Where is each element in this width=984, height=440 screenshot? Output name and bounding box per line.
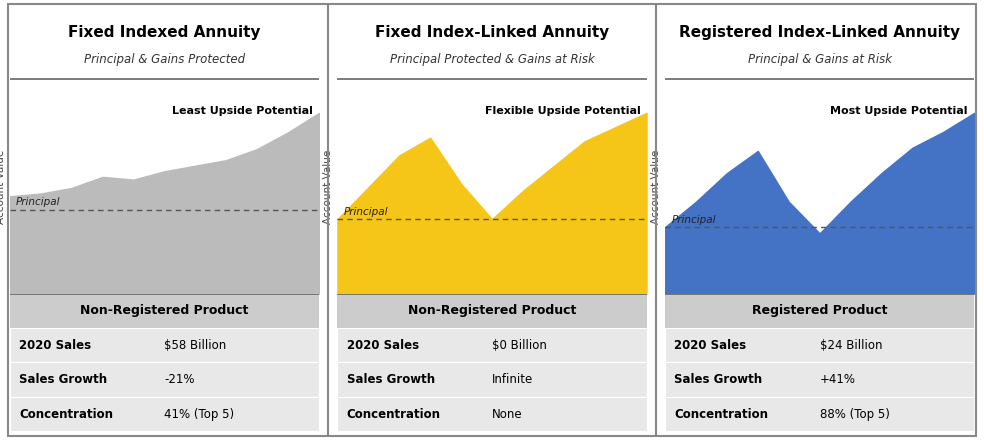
X-axis label: Policy Year: Policy Year	[137, 297, 192, 306]
Bar	[338, 363, 646, 397]
Text: Least Upside Potential: Least Upside Potential	[172, 106, 313, 116]
Text: +41%: +41%	[820, 373, 856, 386]
Y-axis label: Account Value: Account Value	[0, 150, 6, 224]
Text: None: None	[492, 407, 523, 421]
Text: 41% (Top 5): 41% (Top 5)	[164, 407, 234, 421]
Bar	[665, 363, 974, 397]
Text: 2020 Sales: 2020 Sales	[674, 339, 747, 352]
Text: Principal: Principal	[671, 216, 715, 225]
Bar	[10, 328, 319, 363]
Text: Fixed Index-Linked Annuity: Fixed Index-Linked Annuity	[375, 25, 609, 40]
Text: Non-Registered Product: Non-Registered Product	[80, 304, 249, 317]
Text: Concentration: Concentration	[19, 407, 113, 421]
Text: -21%: -21%	[164, 373, 195, 386]
Y-axis label: Account Value: Account Value	[324, 150, 334, 224]
X-axis label: Policy Year: Policy Year	[464, 297, 520, 306]
Bar	[338, 293, 646, 328]
Text: Non-Registered Product: Non-Registered Product	[407, 304, 577, 317]
Text: Fixed Indexed Annuity: Fixed Indexed Annuity	[68, 25, 261, 40]
Text: Principal Protected & Gains at Risk: Principal Protected & Gains at Risk	[390, 53, 594, 66]
Text: Registered Product: Registered Product	[752, 304, 888, 317]
Text: Infinite: Infinite	[492, 373, 533, 386]
Text: Sales Growth: Sales Growth	[346, 373, 435, 386]
Text: Registered Index-Linked Annuity: Registered Index-Linked Annuity	[679, 25, 960, 40]
Text: $58 Billion: $58 Billion	[164, 339, 226, 352]
Text: Sales Growth: Sales Growth	[674, 373, 763, 386]
Y-axis label: Account Value: Account Value	[651, 150, 661, 224]
Bar	[10, 397, 319, 431]
Text: Principal & Gains at Risk: Principal & Gains at Risk	[748, 53, 892, 66]
Bar	[338, 397, 646, 431]
Text: 2020 Sales: 2020 Sales	[19, 339, 92, 352]
Text: $24 Billion: $24 Billion	[820, 339, 882, 352]
Text: Principal: Principal	[16, 198, 61, 207]
Text: Flexible Upside Potential: Flexible Upside Potential	[484, 106, 641, 116]
Text: Concentration: Concentration	[674, 407, 769, 421]
Bar	[665, 397, 974, 431]
Bar	[338, 328, 646, 363]
Text: 88% (Top 5): 88% (Top 5)	[820, 407, 890, 421]
Text: Sales Growth: Sales Growth	[19, 373, 107, 386]
Bar	[665, 293, 974, 328]
Text: Concentration: Concentration	[346, 407, 441, 421]
Text: Most Upside Potential: Most Upside Potential	[830, 106, 968, 116]
Text: Principal & Gains Protected: Principal & Gains Protected	[84, 53, 245, 66]
Bar	[10, 293, 319, 328]
X-axis label: Policy Year: Policy Year	[792, 297, 847, 306]
Text: $0 Billion: $0 Billion	[492, 339, 547, 352]
Text: Principal: Principal	[343, 207, 388, 217]
Bar	[10, 363, 319, 397]
Bar	[665, 328, 974, 363]
Text: 2020 Sales: 2020 Sales	[346, 339, 419, 352]
